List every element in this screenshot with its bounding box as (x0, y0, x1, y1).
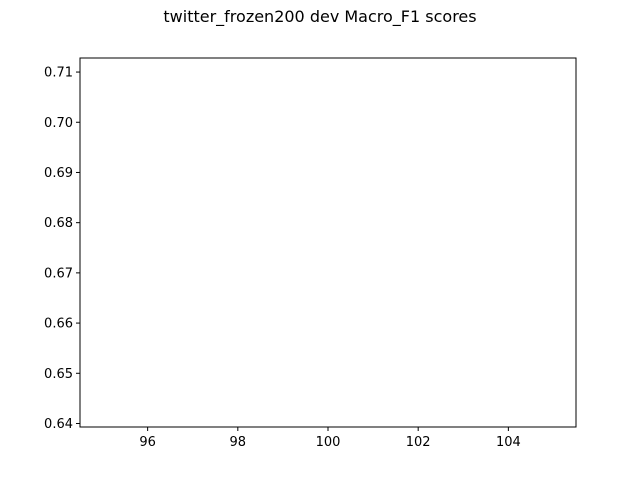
y-tick-label: 0.71 (44, 66, 73, 81)
x-tick-label: 104 (496, 435, 521, 450)
x-tick-label: 102 (406, 435, 431, 450)
y-tick-label: 0.69 (44, 166, 73, 181)
x-tick-label: 96 (139, 435, 156, 450)
y-tick-label: 0.70 (44, 116, 73, 131)
x-axis: 96 98 100 102 104 (139, 427, 521, 450)
y-tick-label: 0.67 (44, 266, 73, 281)
y-tick-label: 0.68 (44, 216, 73, 231)
y-tick-label: 0.65 (44, 367, 73, 382)
chart-title: twitter_frozen200 dev Macro_F1 scores (163, 7, 476, 27)
y-tick-label: 0.66 (44, 317, 73, 332)
x-tick-label: 98 (230, 435, 247, 450)
y-tick-label: 0.64 (44, 417, 73, 432)
plot-frame (79, 57, 577, 428)
y-axis: 0.64 0.65 0.66 0.67 0.68 0.69 0.70 0.71 (44, 66, 80, 432)
x-tick-label: 100 (316, 435, 341, 450)
